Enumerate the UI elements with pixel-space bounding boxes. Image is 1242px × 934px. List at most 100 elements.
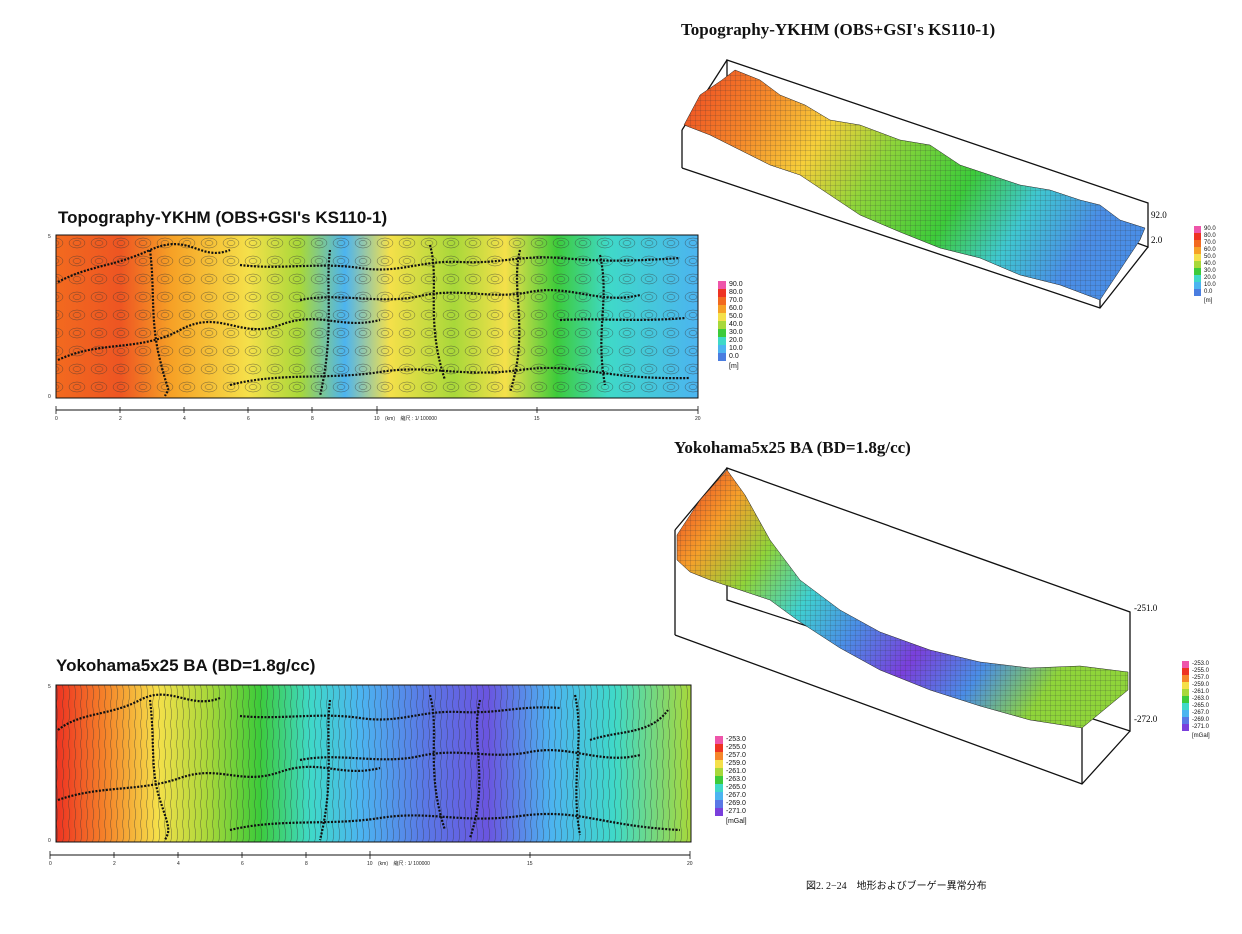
legend-value: -263.0 bbox=[726, 776, 746, 783]
legend-value: -271.0 bbox=[726, 808, 746, 815]
legend-value: 80.0 bbox=[1204, 233, 1216, 239]
legend-row: 60.0 bbox=[718, 305, 743, 313]
ba-map-scale-text: (km) 縮尺 : 1/ 100000 bbox=[378, 860, 430, 867]
legend-swatch bbox=[1182, 682, 1189, 689]
ba-map-title: Yokohama5x25 BA (BD=1.8g/cc) bbox=[56, 656, 316, 675]
legend-value: 20.0 bbox=[1204, 275, 1216, 281]
legend-value: -255.0 bbox=[726, 744, 746, 751]
legend-value: -265.0 bbox=[1192, 703, 1210, 709]
topo-map-xtick-1: 2 bbox=[119, 416, 122, 422]
legend-value: 50.0 bbox=[1204, 254, 1216, 260]
legend-value: 20.0 bbox=[729, 337, 743, 344]
legend-value: 70.0 bbox=[1204, 240, 1216, 246]
figure-caption: 図2. 2−24 地形およびブーゲー異常分布 bbox=[806, 881, 987, 892]
legend-row: -255.0 bbox=[715, 744, 747, 752]
legend-value: 10.0 bbox=[729, 345, 743, 352]
legend-value: -263.0 bbox=[1192, 696, 1210, 702]
legend-value: 0.0 bbox=[1204, 289, 1213, 295]
legend-swatch bbox=[718, 337, 726, 345]
legend-row: 10.0 bbox=[1194, 282, 1216, 289]
legend-value: 90.0 bbox=[1204, 226, 1216, 232]
legend-value: -257.0 bbox=[726, 752, 746, 759]
legend-row: -271.0 bbox=[1182, 724, 1210, 731]
topo-map-scale-text: (km) 縮尺 : 1/ 100000 bbox=[385, 415, 437, 422]
legend-unit: [mGal] bbox=[726, 818, 747, 825]
topo-3d-zmin: 2.0 bbox=[1151, 235, 1163, 245]
legend-swatch bbox=[718, 297, 726, 305]
legend-swatch bbox=[1194, 261, 1201, 268]
topo-map: 5 0 0 2 4 6 8 10 15 20 (km) 縮尺 : 1/ 1000… bbox=[48, 234, 701, 422]
legend-swatch bbox=[1194, 247, 1201, 254]
legend-swatch bbox=[715, 808, 723, 816]
legend-row: -261.0 bbox=[715, 768, 747, 776]
legend-swatch bbox=[1194, 254, 1201, 261]
legend-value: 50.0 bbox=[729, 313, 743, 320]
ba-map-xtick-6: 15 bbox=[527, 861, 533, 867]
legend-unit: [m] bbox=[1204, 298, 1213, 304]
legend-swatch bbox=[715, 792, 723, 800]
legend-value: -257.0 bbox=[1192, 675, 1210, 681]
ba-map-legend: -253.0 -255.0 -257.0 -259.0 -261.0 -263.0 -265… bbox=[715, 736, 747, 826]
legend-swatch bbox=[1182, 710, 1189, 717]
legend-row: 20.0 bbox=[718, 337, 743, 345]
legend-row: 30.0 bbox=[1194, 268, 1216, 275]
legend-row: -265.0 bbox=[715, 784, 747, 792]
legend-row: -259.0 bbox=[1182, 682, 1210, 689]
legend-value: -267.0 bbox=[726, 792, 746, 799]
legend-swatch bbox=[718, 313, 726, 321]
topo-map-legend: 90.0 80.0 70.0 60.0 50.0 40.0 30.0 20.0 10.0 0.0 [… bbox=[718, 281, 743, 371]
legend-swatch bbox=[715, 752, 723, 760]
legend-row: -271.0 bbox=[715, 808, 747, 816]
legend-value: -271.0 bbox=[1192, 724, 1210, 730]
legend-swatch bbox=[1194, 282, 1201, 289]
legend-swatch bbox=[1182, 689, 1189, 696]
ba-map-ylabel-bottom: 0 bbox=[48, 838, 51, 844]
legend-swatch bbox=[718, 305, 726, 313]
legend-row: -257.0 bbox=[1182, 675, 1210, 682]
legend-value: -259.0 bbox=[1192, 682, 1210, 688]
legend-swatch bbox=[715, 768, 723, 776]
topo-3d-grid bbox=[684, 70, 1145, 300]
ba-3d-legend: -253.0 -255.0 -257.0 -259.0 -261.0 -263.0 -265… bbox=[1182, 661, 1210, 741]
ba-map-xtick-7: 20 bbox=[687, 861, 693, 867]
legend-row: 10.0 bbox=[718, 345, 743, 353]
ba-map-xtick-4: 8 bbox=[305, 861, 308, 867]
topo-map-xtick-3: 6 bbox=[247, 416, 250, 422]
topo-map-scale-ticks bbox=[55, 406, 699, 414]
legend-row: -261.0 bbox=[1182, 689, 1210, 696]
legend-row: 0.0 bbox=[1194, 289, 1216, 296]
topo-map-xtick-0: 0 bbox=[55, 416, 58, 422]
legend-row: 60.0 bbox=[1194, 247, 1216, 254]
ba-3d-zmax: -251.0 bbox=[1134, 603, 1158, 613]
topo-map-xtick-7: 20 bbox=[695, 416, 701, 422]
legend-swatch bbox=[1194, 268, 1201, 275]
legend-swatch bbox=[1182, 675, 1189, 682]
legend-value: 60.0 bbox=[1204, 247, 1216, 253]
legend-swatch bbox=[1182, 668, 1189, 675]
ba-map-scale-ticks bbox=[49, 851, 691, 859]
ba-map-xtick-1: 2 bbox=[113, 861, 116, 867]
legend-swatch bbox=[1194, 240, 1201, 247]
legend-swatch bbox=[1182, 696, 1189, 703]
legend-value: 90.0 bbox=[729, 281, 743, 288]
legend-row: 90.0 bbox=[718, 281, 743, 289]
legend-value: -255.0 bbox=[1192, 668, 1210, 674]
legend-swatch bbox=[718, 345, 726, 353]
legend-row: 70.0 bbox=[718, 297, 743, 305]
legend-row: 40.0 bbox=[1194, 261, 1216, 268]
legend-row: 30.0 bbox=[718, 329, 743, 337]
legend-value: -261.0 bbox=[1192, 689, 1210, 695]
ba-map-xtick-0: 0 bbox=[49, 861, 52, 867]
legend-row: -253.0 bbox=[715, 736, 747, 744]
legend-row: -263.0 bbox=[1182, 696, 1210, 703]
topo-map-xtick-2: 4 bbox=[183, 416, 186, 422]
legend-value: 80.0 bbox=[729, 289, 743, 296]
legend-swatch bbox=[718, 289, 726, 297]
legend-swatch bbox=[718, 321, 726, 329]
legend-value: 0.0 bbox=[729, 353, 739, 360]
legend-value: -269.0 bbox=[1192, 717, 1210, 723]
legend-row: 80.0 bbox=[718, 289, 743, 297]
legend-swatch bbox=[1182, 717, 1189, 724]
legend-swatch bbox=[715, 800, 723, 808]
